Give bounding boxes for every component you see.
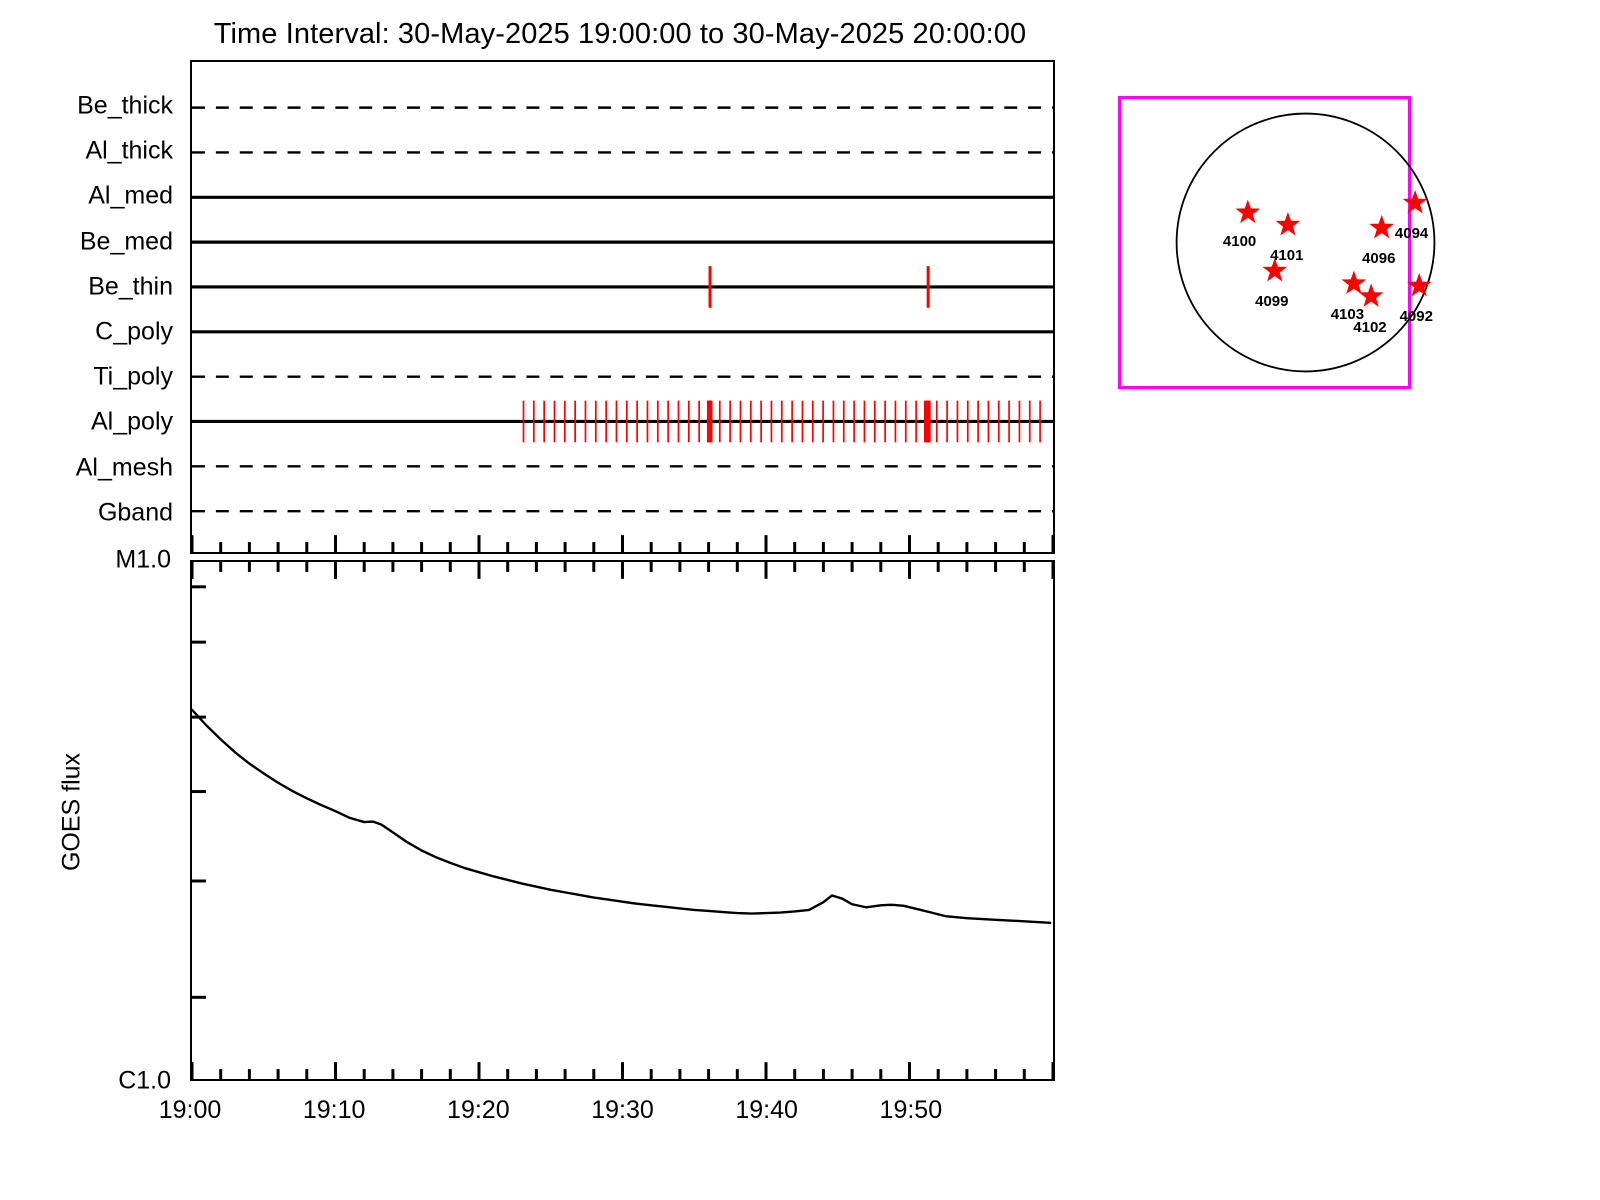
page-title: Time Interval: 30-May-2025 19:00:00 to 3…: [213, 18, 1027, 50]
active-region-star-4103: [1341, 270, 1367, 295]
filter-timeline-svg: [190, 106, 1055, 552]
active-region-star-4094: [1402, 189, 1428, 214]
time-axis-tick-1920: 19:20: [447, 1096, 510, 1124]
active-region-star-4099: [1262, 257, 1288, 282]
active-region-label-4099: 4099: [1255, 292, 1289, 310]
field-of-view-box: [1118, 96, 1411, 389]
active-region-star-4100: [1235, 199, 1261, 224]
goes-flux-panel: [190, 560, 1055, 1081]
active-region-label-4092: 4092: [1399, 308, 1433, 326]
solar-disk-svg: [1175, 112, 1436, 373]
active-region-star-4101: [1275, 211, 1301, 236]
goes-flux-curve-svg: [190, 562, 1055, 1079]
filter-label-column: Be_thick Al_thick Al_med Be_med Be_thin C_pol…: [0, 60, 182, 554]
time-axis-tick-1950: 19:50: [879, 1096, 943, 1124]
filter-row-label-ti_poly: Ti_poly: [93, 362, 173, 391]
active-region-star-4092: [1406, 272, 1432, 297]
goes-flux-axis-label: GOES flux: [57, 752, 86, 872]
active-region-label-4102: 4102: [1353, 318, 1387, 336]
goes-flux-ytick-column: M1.0 C1.0: [0, 546, 182, 1095]
goes-ytick-label-C1-0: C1.0: [118, 1066, 171, 1095]
filter-timeline-panel: [190, 60, 1055, 554]
time-axis-tick-1900: 19:00: [158, 1096, 222, 1124]
active-region-label-4096: 4096: [1362, 249, 1396, 267]
active-region-label-4101: 4101: [1270, 246, 1304, 264]
filter-row-label-al_med: Al_med: [88, 181, 173, 210]
active-region-star-4096: [1369, 214, 1395, 239]
filter-row-label-be_med: Be_med: [79, 227, 173, 256]
time-axis-tick-1940: 19:40: [735, 1096, 798, 1124]
solar-disk-inset: 4100 4101 4099 4096 4094 4103 4102 4092: [1118, 96, 1436, 389]
active-region-label-4100: 4100: [1222, 232, 1257, 250]
goes-flux-curve: [190, 708, 1052, 925]
active-region-label-4103: 4103: [1330, 305, 1365, 323]
filter-row-label-be_thin: Be_thin: [88, 272, 173, 301]
filter-row-label-al_mesh: Al_mesh: [75, 453, 173, 482]
filter-row-label-be_thick: Be_thick: [77, 91, 173, 120]
active-region-star-4102: [1358, 283, 1384, 307]
filter-row-label-al_thick: Al_thick: [85, 136, 173, 165]
active-region-label-4094: 4094: [1394, 224, 1429, 242]
goes-ytick-label-M1-0: M1.0: [115, 545, 171, 574]
time-axis-tick-1910: 19:10: [302, 1096, 366, 1124]
filter-row-label-c_poly: C_poly: [95, 317, 173, 346]
filter-row-label-gband: Gband: [97, 498, 173, 527]
time-axis-tick-1930: 19:30: [591, 1096, 654, 1124]
solar-limb-circle: [1175, 112, 1436, 373]
filter-row-label-al_poly: Al_poly: [91, 407, 173, 436]
